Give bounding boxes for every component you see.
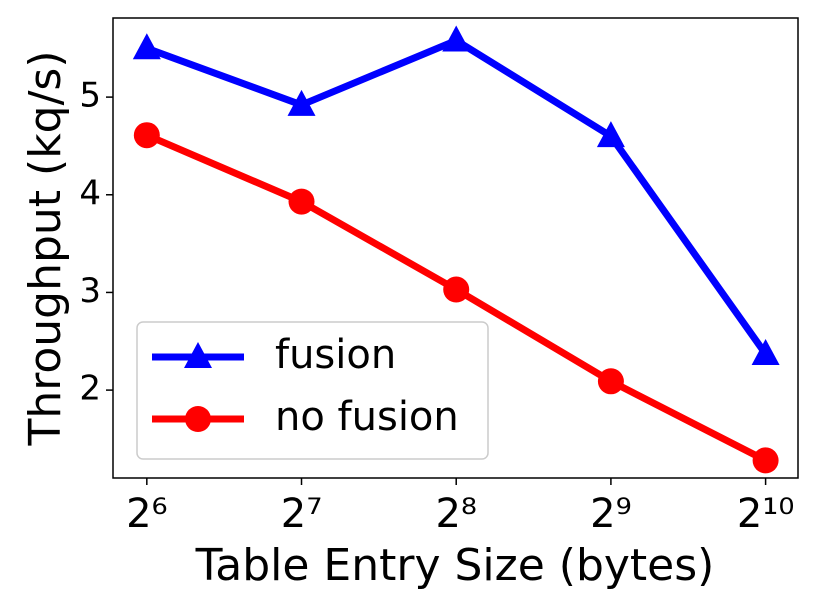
data-point [287, 89, 316, 116]
data-point [288, 188, 315, 215]
data-point [751, 338, 780, 365]
series-line [145, 36, 769, 356]
x-axis-label: Table Entry Size (bytes) [195, 540, 715, 591]
data-point [596, 121, 625, 148]
y-tick-label: 2 [79, 369, 101, 409]
data-point [133, 122, 160, 149]
legend-marker [184, 342, 212, 368]
x-tick-label: 2¹⁰ [737, 491, 795, 537]
legend: fusion no fusion [136, 321, 489, 460]
x-tick-label: 2⁶ [126, 491, 167, 537]
legend-marker [185, 406, 211, 432]
legend-label: fusion [275, 332, 396, 378]
x-tick-label: 2⁹ [590, 491, 631, 537]
y-tick-label: 4 [79, 173, 101, 213]
y-axis-label: Throughput (kq/s) [20, 50, 71, 446]
x-tick-label: 2⁷ [281, 491, 322, 537]
data-point [443, 276, 470, 303]
data-point [597, 368, 624, 395]
data-point [132, 33, 161, 60]
y-tick-label: 5 [79, 76, 101, 116]
data-point [752, 447, 779, 474]
legend-label: no fusion [275, 394, 459, 440]
x-tick-label: 2⁸ [435, 491, 476, 537]
y-tick-label: 3 [79, 271, 101, 311]
data-point [442, 25, 471, 52]
